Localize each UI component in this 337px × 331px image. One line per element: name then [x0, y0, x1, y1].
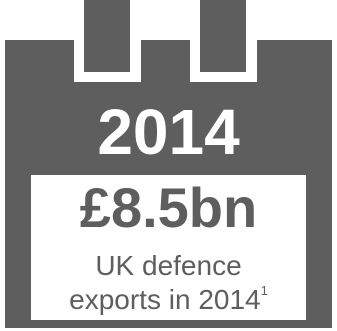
calendar-ring-right-inner	[200, 0, 246, 72]
year-heading: 2014	[97, 96, 240, 168]
calendar-ring-left	[74, 0, 141, 82]
stat-card: £8.5bn UK defence exports in 20141	[31, 175, 306, 320]
caption-line-2: exports in 2014	[69, 284, 261, 315]
calendar-ring-right	[190, 0, 257, 82]
calendar-ring-left-inner	[84, 0, 130, 72]
stat-caption: UK defence exports in 20141	[31, 249, 306, 317]
export-amount: £8.5bn	[79, 176, 258, 239]
caption-line-1: UK defence	[95, 250, 242, 281]
footnote-marker: 1	[260, 283, 268, 298]
